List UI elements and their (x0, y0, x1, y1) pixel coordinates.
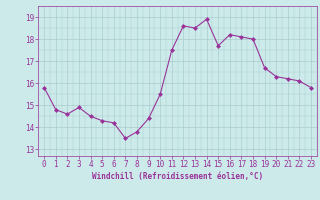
X-axis label: Windchill (Refroidissement éolien,°C): Windchill (Refroidissement éolien,°C) (92, 172, 263, 181)
